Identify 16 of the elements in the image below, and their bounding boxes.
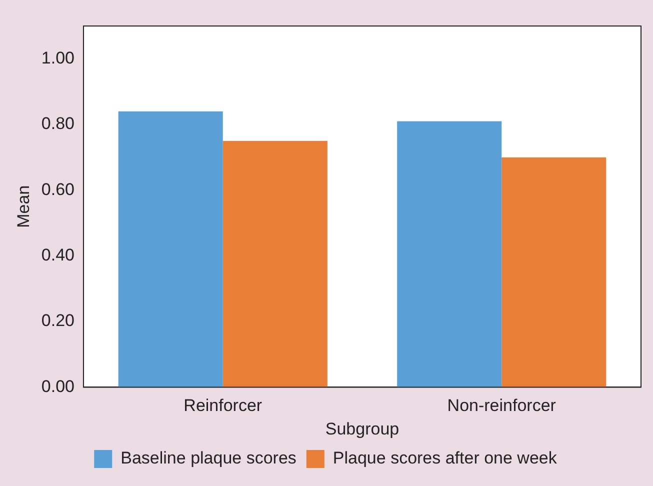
bar — [222, 140, 328, 388]
y-tick-label: 0.60 — [41, 180, 74, 199]
y-tick-label: 0.00 — [41, 376, 74, 396]
y-tick-label: 0.40 — [41, 246, 74, 265]
x-axis-title: Subgroup — [325, 419, 400, 438]
y-axis-title: Mean — [14, 185, 33, 228]
bar — [397, 121, 502, 388]
bar — [502, 157, 606, 388]
legend-label: Plaque scores after one week — [332, 448, 558, 468]
legend-label: Baseline plaque scores — [120, 448, 296, 468]
y-tick-label: 1.00 — [41, 48, 74, 68]
x-tick-label: Non-reinforcer — [447, 396, 556, 416]
x-tick-label: Reinforcer — [184, 396, 262, 416]
y-tick-label: 0.80 — [41, 114, 74, 134]
y-tick-label: 0.20 — [41, 311, 74, 330]
bar — [118, 111, 223, 388]
